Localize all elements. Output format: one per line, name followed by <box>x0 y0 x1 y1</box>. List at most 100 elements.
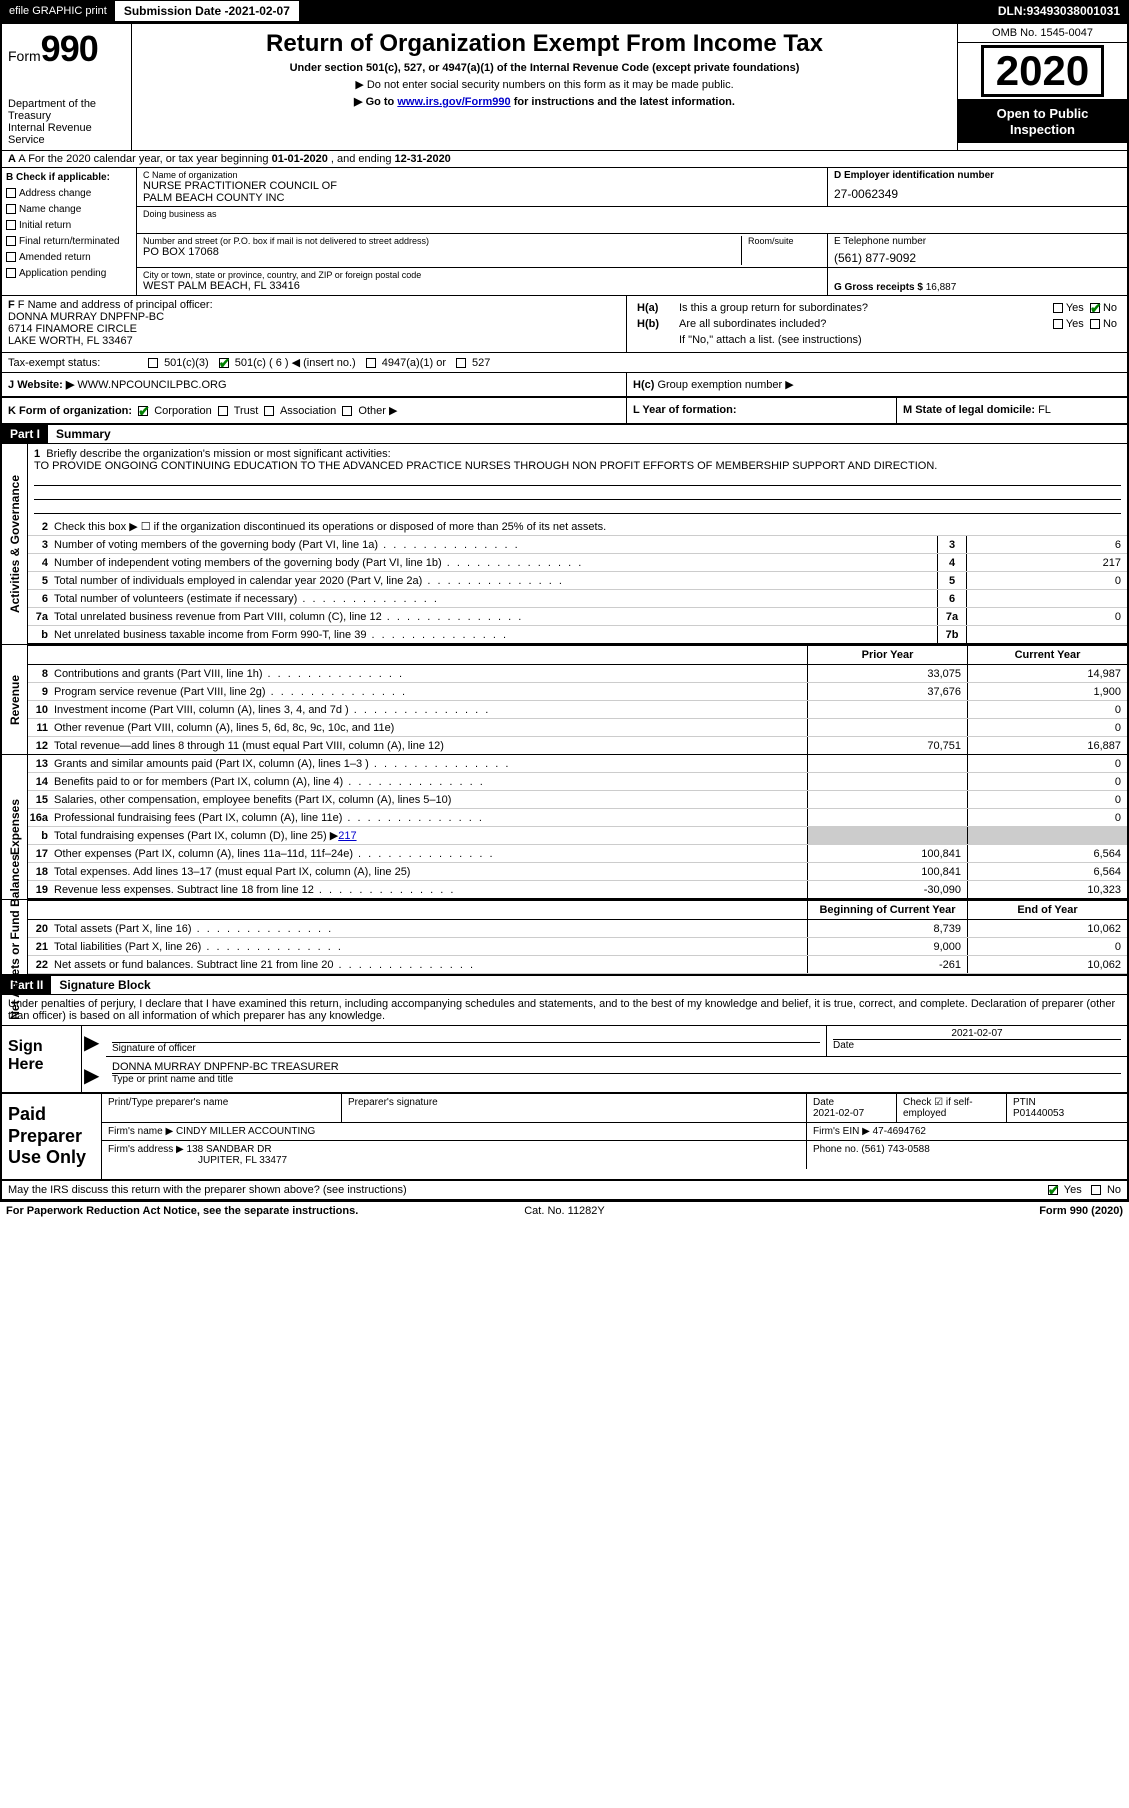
group-exemption: H(c) Group exemption number ▶ <box>627 373 1127 396</box>
open-to-public: Open to PublicInspection <box>958 100 1127 143</box>
sidebar-net-assets: Net Assets or Fund Balances <box>2 900 28 974</box>
net-assets-section: Net Assets or Fund Balances Beginning of… <box>2 900 1127 976</box>
part2-header: Part II Signature Block <box>2 976 1127 995</box>
ein-spacer <box>827 207 1127 233</box>
line-10: 10Investment income (Part VIII, column (… <box>28 701 1127 719</box>
check-other[interactable] <box>342 406 352 416</box>
line-18: 18Total expenses. Add lines 13–17 (must … <box>28 863 1127 881</box>
perjury-declaration: Under penalties of perjury, I declare th… <box>2 995 1127 1026</box>
discuss-yes-checkbox[interactable] <box>1048 1185 1058 1195</box>
discuss-no-checkbox[interactable] <box>1091 1185 1101 1195</box>
ha-no-checkbox[interactable] <box>1090 303 1100 313</box>
check-527[interactable] <box>456 358 466 368</box>
form-of-org: K Form of organization: Corporation Trus… <box>2 398 627 423</box>
ein-cell: D Employer identification number 27-0062… <box>827 168 1127 206</box>
line-4: 4Number of independent voting members of… <box>28 554 1127 572</box>
paid-preparer-label: Paid Preparer Use Only <box>2 1094 102 1179</box>
sidebar-activities: Activities & Governance <box>2 444 28 644</box>
check-corporation[interactable] <box>138 406 148 416</box>
hb-yes-checkbox[interactable] <box>1053 319 1063 329</box>
line-21: 21Total liabilities (Part X, line 26) 9,… <box>28 938 1127 956</box>
begin-year-head: Beginning of Current Year <box>807 901 967 919</box>
firm-phone-cell: Phone no. (561) 743-0588 <box>807 1141 1127 1169</box>
paid-preparer-block: Paid Preparer Use Only Print/Type prepar… <box>2 1094 1127 1181</box>
firm-addr-cell: Firm's address ▶ 138 SANDBAR DR JUPITER,… <box>102 1141 807 1169</box>
state-domicile: M State of legal domicile: FL <box>897 398 1127 423</box>
line-2: 2Check this box ▶ ☐ if the organization … <box>28 518 1127 536</box>
fundraising-link[interactable]: 217 <box>338 830 356 842</box>
row-a-tax-year: A A For the 2020 calendar year, or tax y… <box>2 151 1127 168</box>
line-22: 22Net assets or fund balances. Subtract … <box>28 956 1127 974</box>
prior-current-head: Prior Year Current Year <box>28 645 1127 665</box>
pra-notice: For Paperwork Reduction Act Notice, see … <box>6 1205 378 1217</box>
tax-exempt-row: Tax-exempt status: 501(c)(3) 501(c) ( 6 … <box>2 353 1127 373</box>
sign-arrow-2: ▶ <box>82 1059 106 1092</box>
check-association[interactable] <box>264 406 274 416</box>
topbar-spacer <box>299 1 990 21</box>
check-address-change[interactable]: Address change <box>6 187 132 201</box>
irs-label: Internal Revenue Service <box>8 122 125 146</box>
instructions-link[interactable]: www.irs.gov/Form990 <box>397 96 510 108</box>
efile-label: efile GRAPHIC print <box>1 1 116 21</box>
group-return-section: H(a) Is this a group return for subordin… <box>627 296 1127 352</box>
firm-ein-cell: Firm's EIN ▶ 47-4694762 <box>807 1123 1127 1140</box>
officer-name: DONNA MURRAY DNPFNP-BC TREASURER <box>112 1061 1121 1073</box>
line-5: 5Total number of individuals employed in… <box>28 572 1127 590</box>
check-501c[interactable] <box>219 358 229 368</box>
line-15: 15Salaries, other compensation, employee… <box>28 791 1127 809</box>
sign-here-block: Sign Here ▶ Signature of officer 2021-02… <box>2 1026 1127 1094</box>
part1-header: Part I Summary <box>2 425 1127 444</box>
line-19: 19Revenue less expenses. Subtract line 1… <box>28 881 1127 899</box>
check-4947[interactable] <box>366 358 376 368</box>
website-row: J Website: ▶ WWW.NPCOUNCILPBC.ORG <box>2 373 627 396</box>
line-16a: 16aProfessional fundraising fees (Part I… <box>28 809 1127 827</box>
subtitle-2: ▶ Do not enter social security numbers o… <box>140 78 949 91</box>
check-trust[interactable] <box>218 406 228 416</box>
section-bcdeg: B Check if applicable: Address change Na… <box>2 168 1127 296</box>
officer-signature-field[interactable]: Signature of officer <box>106 1026 827 1056</box>
dln-label: DLN: 93493038001031 <box>990 1 1128 21</box>
gross-receipts-cell: G Gross receipts $ 16,887 <box>827 268 1127 295</box>
tax-year: 2020 <box>981 45 1104 97</box>
check-final-return[interactable]: Final return/terminated <box>6 235 132 249</box>
line-9: 9Program service revenue (Part VIII, lin… <box>28 683 1127 701</box>
principal-officer: F F Name and address of principal office… <box>2 296 627 352</box>
line-11: 11Other revenue (Part VIII, column (A), … <box>28 719 1127 737</box>
col-c-org-info: C Name of organization NURSE PRACTITIONE… <box>137 168 1127 295</box>
org-name-cell: C Name of organization NURSE PRACTITIONE… <box>137 168 827 206</box>
col-b-head: B Check if applicable: <box>6 171 132 185</box>
top-bar: efile GRAPHIC print Submission Date - 20… <box>0 0 1129 22</box>
line-20: 20Total assets (Part X, line 16) 8,73910… <box>28 920 1127 938</box>
end-year-head: End of Year <box>967 901 1127 919</box>
prep-row-2: Firm's name ▶ CINDY MILLER ACCOUNTING Fi… <box>102 1123 1127 1141</box>
check-501c3[interactable] <box>148 358 158 368</box>
submission-date-button[interactable]: Submission Date - 2021-02-07 <box>116 1 299 21</box>
row-j-hc: J Website: ▶ WWW.NPCOUNCILPBC.ORG H(c) G… <box>2 373 1127 398</box>
header-left: Form990 Department of the Treasury Inter… <box>2 24 132 150</box>
hb-no-checkbox[interactable] <box>1090 319 1100 329</box>
check-name-change[interactable]: Name change <box>6 203 132 217</box>
prior-year-head: Prior Year <box>807 646 967 664</box>
officer-name-label: Type or print name and title <box>112 1073 1121 1085</box>
subtitle-3: ▶ Go to www.irs.gov/Form990 for instruct… <box>140 95 949 108</box>
check-application-pending[interactable]: Application pending <box>6 267 132 281</box>
prior-current-section: Revenue Prior Year Current Year 8Contrib… <box>2 645 1127 755</box>
mission-block: 1 Briefly describe the organization's mi… <box>28 444 1127 518</box>
header-center: Return of Organization Exempt From Incom… <box>132 24 957 150</box>
form-title: Return of Organization Exempt From Incom… <box>140 30 949 58</box>
line-3: 3Number of voting members of the governi… <box>28 536 1127 554</box>
check-initial-return[interactable]: Initial return <box>6 219 132 233</box>
line-8: 8Contributions and grants (Part VIII, li… <box>28 665 1127 683</box>
firm-name-cell: Firm's name ▶ CINDY MILLER ACCOUNTING <box>102 1123 807 1140</box>
check-amended-return[interactable]: Amended return <box>6 251 132 265</box>
form-version: Form 990 (2020) <box>751 1205 1123 1217</box>
line-12: 12Total revenue—add lines 8 through 11 (… <box>28 737 1127 755</box>
omb-number: OMB No. 1545-0047 <box>958 24 1127 43</box>
sign-here-label: Sign Here <box>2 1026 82 1092</box>
line-17: 17Other expenses (Part IX, column (A), l… <box>28 845 1127 863</box>
line-13: 13Grants and similar amounts paid (Part … <box>28 755 1127 773</box>
form-number: Form990 <box>8 28 125 70</box>
current-year-head: Current Year <box>967 646 1127 664</box>
sign-arrow-1: ▶ <box>82 1026 106 1059</box>
ha-yes-checkbox[interactable] <box>1053 303 1063 313</box>
